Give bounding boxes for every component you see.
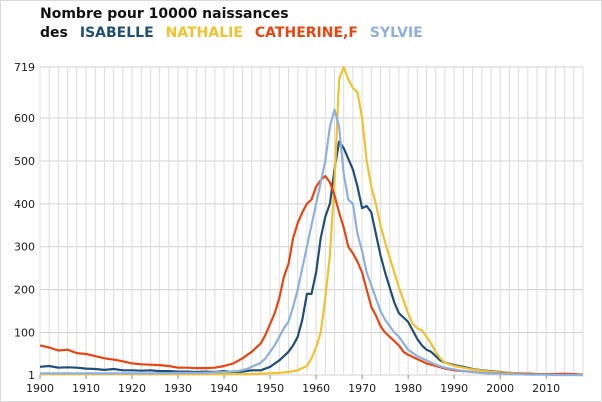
legend-nathalie: NATHALIE — [165, 25, 243, 41]
x-tick-label: 1950 — [256, 382, 284, 395]
y-tick-label: 500 — [14, 155, 35, 168]
chart-title: Nombre pour 10000 naissances des ISABELLE… — [40, 5, 595, 43]
x-tick-label: 1940 — [210, 382, 238, 395]
x-tick-label: 1960 — [302, 382, 330, 395]
x-tick-label: 1970 — [348, 382, 376, 395]
y-tick-label: 400 — [14, 198, 35, 211]
title-text: Nombre pour 10000 naissances des — [40, 6, 289, 41]
x-tick-label: 1900 — [26, 382, 54, 395]
series-line-isabelle — [39, 140, 584, 377]
y-tick-label: 100 — [14, 327, 35, 340]
x-tick-label: 1920 — [118, 382, 146, 395]
y-tick-label: 1 — [28, 369, 35, 382]
x-tick-label: 2000 — [486, 382, 514, 395]
y-tick-label: 200 — [14, 284, 35, 297]
y-tick-label: 300 — [14, 241, 35, 254]
y-tick-label: 719 — [14, 61, 35, 74]
x-tick-label: 1910 — [72, 382, 100, 395]
series-line-catherine-f — [39, 174, 584, 376]
x-tick-label: 2010 — [532, 382, 560, 395]
x-tick-label: 1930 — [164, 382, 192, 395]
series-line-sylvie — [40, 108, 583, 377]
legend-isabelle: ISABELLE — [79, 25, 154, 41]
legend-catherine: CATHERINE,F — [254, 25, 358, 41]
x-tick-label: 1980 — [394, 382, 422, 395]
legend-sylvie: SYLVIE — [369, 25, 423, 41]
x-tick-label: 1990 — [440, 382, 468, 395]
y-tick-label: 600 — [14, 112, 35, 125]
